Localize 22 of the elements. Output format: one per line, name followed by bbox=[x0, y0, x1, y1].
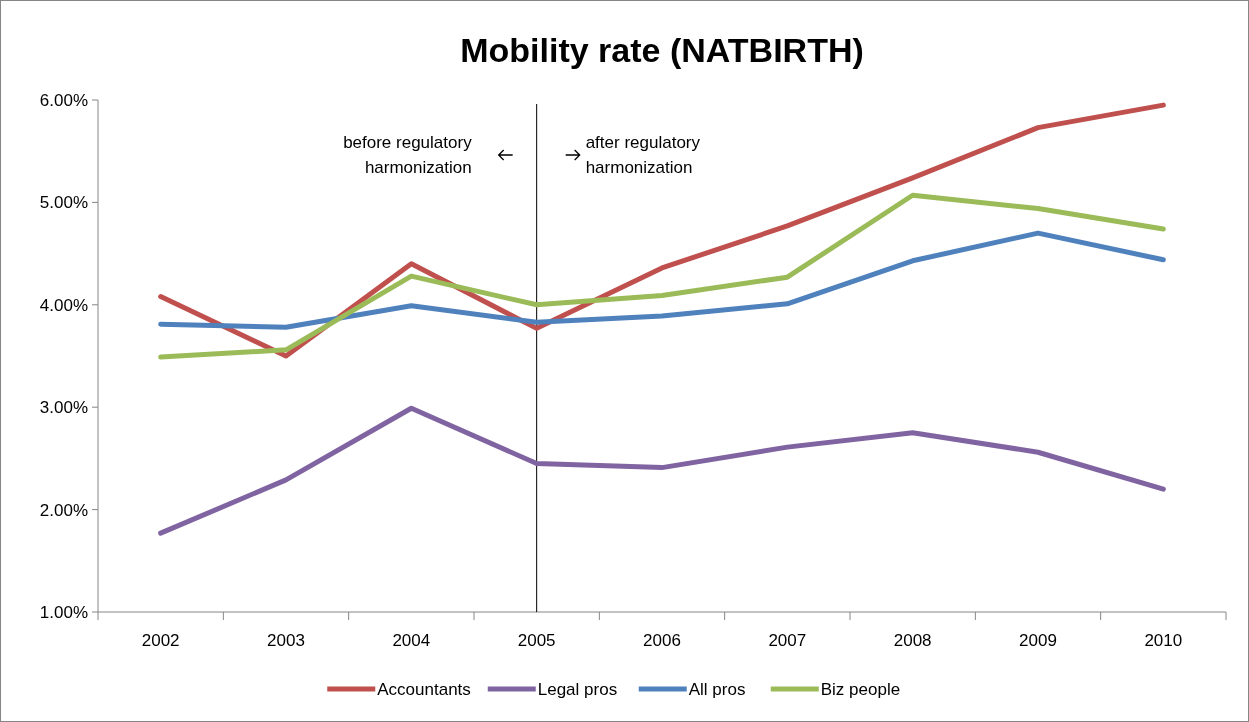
x-tick-label: 2003 bbox=[267, 631, 305, 650]
annotation: before regulatory harmonization bbox=[343, 133, 473, 177]
x-tick-label: 2004 bbox=[392, 631, 431, 650]
x-tick-label: 2005 bbox=[517, 631, 556, 650]
y-tick-label: 2.00% bbox=[39, 500, 88, 520]
legend-label: Accountants bbox=[377, 679, 471, 699]
x-tick-label: 2009 bbox=[1019, 631, 1057, 650]
x-tick-label: 2008 bbox=[893, 631, 932, 650]
x-tick-label: 2006 bbox=[643, 631, 681, 650]
y-tick-label: 3.00% bbox=[39, 398, 88, 418]
y-tick-label: 4.00% bbox=[39, 295, 88, 315]
x-tick-label: 2010 bbox=[1144, 631, 1183, 650]
legend-label: Legal pros bbox=[537, 679, 618, 699]
x-tick-label: 2002 bbox=[141, 631, 180, 650]
y-tick-label: 1.00% bbox=[39, 602, 88, 622]
y-tick-label: 5.00% bbox=[39, 193, 88, 213]
annotation: after regulatory harmonization bbox=[585, 133, 701, 177]
legend-label: Biz people bbox=[820, 679, 901, 699]
x-tick-label: 2007 bbox=[768, 631, 807, 650]
y-tick-label: 6.00% bbox=[39, 90, 88, 110]
chart-title: Mobility rate (NATBIRTH) bbox=[460, 31, 864, 69]
legend-label: All pros bbox=[688, 679, 746, 699]
